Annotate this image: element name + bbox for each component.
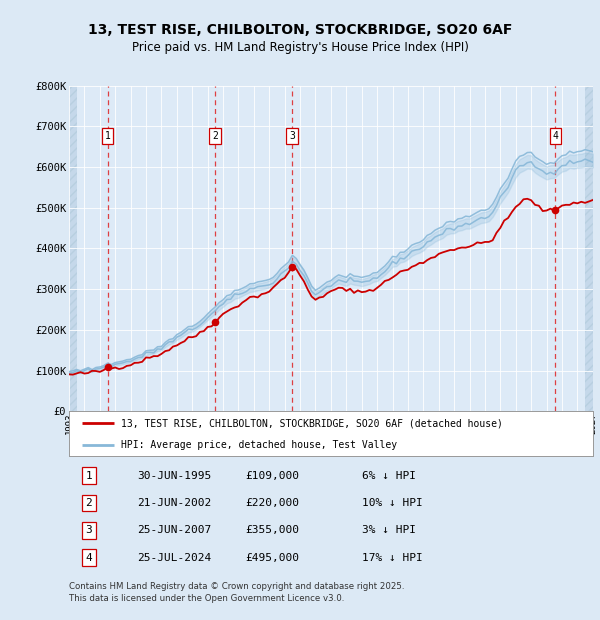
Text: 3: 3	[289, 131, 295, 141]
Text: £109,000: £109,000	[245, 471, 299, 480]
Text: £495,000: £495,000	[245, 552, 299, 563]
Text: 1: 1	[86, 471, 92, 480]
Text: 13, TEST RISE, CHILBOLTON, STOCKBRIDGE, SO20 6AF: 13, TEST RISE, CHILBOLTON, STOCKBRIDGE, …	[88, 23, 512, 37]
Text: 2: 2	[212, 131, 218, 141]
Text: £355,000: £355,000	[245, 525, 299, 535]
Text: 6% ↓ HPI: 6% ↓ HPI	[362, 471, 416, 480]
Text: 13, TEST RISE, CHILBOLTON, STOCKBRIDGE, SO20 6AF (detached house): 13, TEST RISE, CHILBOLTON, STOCKBRIDGE, …	[121, 418, 503, 428]
Text: 30-JUN-1995: 30-JUN-1995	[137, 471, 211, 480]
Text: 2: 2	[86, 498, 92, 508]
Text: 3: 3	[86, 525, 92, 535]
Text: 4: 4	[552, 131, 558, 141]
Bar	[585, 86, 593, 411]
Text: 25-JUL-2024: 25-JUL-2024	[137, 552, 211, 563]
Bar	[69, 86, 77, 411]
Text: HPI: Average price, detached house, Test Valley: HPI: Average price, detached house, Test…	[121, 440, 398, 450]
Text: Contains HM Land Registry data © Crown copyright and database right 2025.
This d: Contains HM Land Registry data © Crown c…	[69, 582, 404, 603]
Text: 25-JUN-2007: 25-JUN-2007	[137, 525, 211, 535]
Text: 1: 1	[104, 131, 110, 141]
Text: £220,000: £220,000	[245, 498, 299, 508]
Text: 17% ↓ HPI: 17% ↓ HPI	[362, 552, 423, 563]
Text: Price paid vs. HM Land Registry's House Price Index (HPI): Price paid vs. HM Land Registry's House …	[131, 41, 469, 53]
Text: 3% ↓ HPI: 3% ↓ HPI	[362, 525, 416, 535]
Text: 21-JUN-2002: 21-JUN-2002	[137, 498, 211, 508]
Text: 10% ↓ HPI: 10% ↓ HPI	[362, 498, 423, 508]
Text: 4: 4	[86, 552, 92, 563]
